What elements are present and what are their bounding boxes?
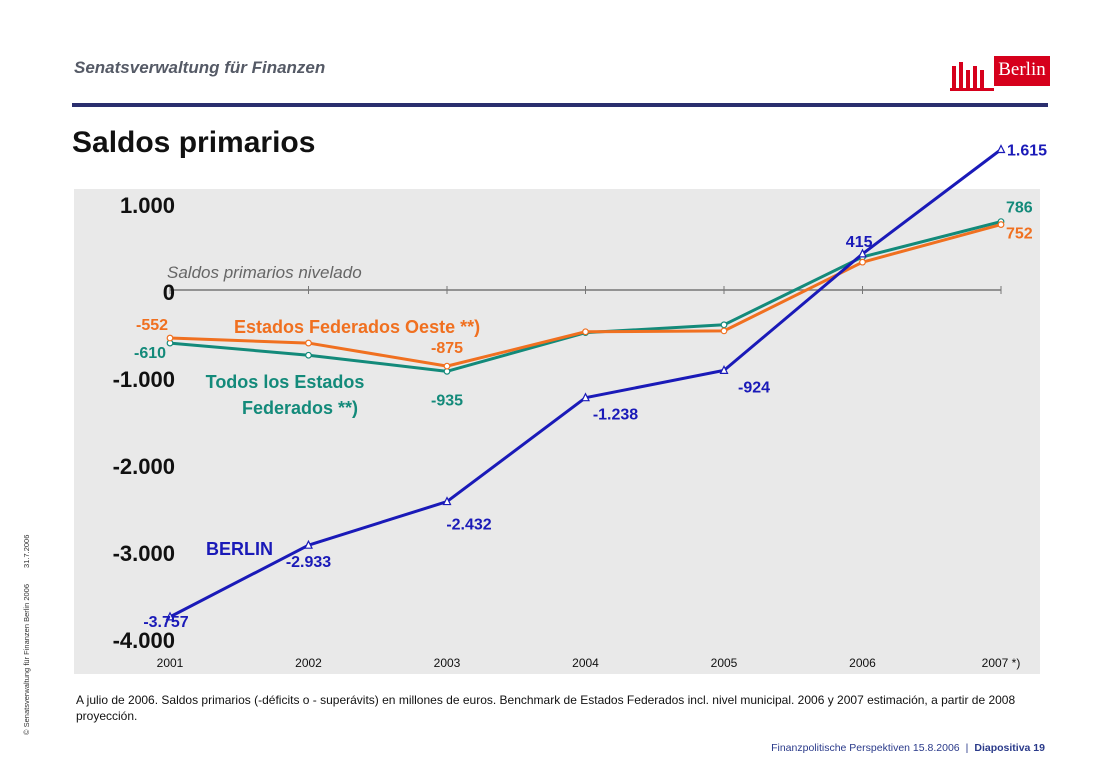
data-point [581, 392, 590, 402]
data-label: 752 [1006, 226, 1033, 243]
data-label: -935 [431, 392, 463, 409]
data-point [720, 327, 728, 335]
page-title: Saldos primarios [72, 126, 316, 159]
series-name: Todos los Estados [206, 372, 365, 392]
y-tick-label: -4.000 [113, 628, 175, 653]
baseline-label: Saldos primarios nivelado [167, 263, 362, 282]
data-point [304, 539, 313, 549]
data-label: -2.933 [286, 554, 331, 571]
footer: Finanzpolitische Perspektiven 15.8.2006 |… [771, 742, 1045, 754]
data-point [166, 334, 174, 342]
data-point [720, 321, 728, 329]
y-tick-label: 1.000 [120, 193, 175, 218]
data-point [442, 496, 452, 506]
berlin-logo: Berlin [950, 56, 1050, 92]
x-tick-label: 2005 [711, 656, 738, 670]
data-label: -3.757 [143, 614, 188, 631]
footnote: A julio de 2006. Saldos primarios (-défi… [76, 693, 1016, 723]
y-tick-label: -3.000 [113, 541, 175, 566]
y-tick-label: -1.000 [113, 367, 175, 392]
data-label: -2.432 [446, 517, 491, 534]
data-label: 1.615 [1007, 142, 1047, 159]
data-point [996, 144, 1006, 154]
data-label: -552 [136, 317, 168, 334]
side-copyright: © Senatsverwaltung für Finanzen Berlin 2… [22, 535, 31, 735]
data-label: -924 [738, 379, 770, 396]
header-rule [72, 103, 1048, 107]
x-tick-label: 2002 [295, 656, 322, 670]
series-name: Federados **) [242, 398, 358, 418]
data-point [165, 611, 175, 621]
data-label: -1.238 [593, 407, 638, 424]
data-point [997, 221, 1005, 228]
data-label: 415 [846, 234, 873, 251]
data-point [305, 351, 312, 359]
side-copyright-text: © Senatsverwaltung für Finanzen Berlin 2… [22, 583, 31, 735]
x-tick-label: 2001 [157, 656, 184, 670]
x-tick-label: 2006 [849, 656, 876, 670]
footer-separator: | [965, 742, 969, 754]
x-tick-label: 2003 [434, 656, 461, 670]
data-point [305, 339, 312, 347]
organization-name: Senatsverwaltung für Finanzen [74, 58, 326, 77]
data-point [443, 362, 451, 370]
berlin-logo-text: Berlin [998, 59, 1046, 80]
footer-title: Finanzpolitische Perspektiven 15.8.2006 [771, 742, 960, 754]
series-name: BERLIN [206, 539, 273, 559]
data-point [719, 365, 729, 374]
series-line [169, 223, 1002, 368]
berlin-logo-box [994, 56, 1050, 86]
data-point [859, 258, 866, 266]
plot-area [74, 189, 1040, 674]
y-tick-label: -2.000 [113, 454, 175, 479]
x-tick-label: 2004 [572, 656, 599, 670]
data-point [582, 328, 589, 336]
data-label: 786 [1006, 200, 1033, 217]
series-name: Estados Federados Oeste **) [234, 317, 480, 337]
x-tick-label: 2007 *) [982, 656, 1021, 670]
y-tick-label: 0 [163, 280, 175, 305]
data-label: -610 [134, 345, 166, 362]
data-label: -875 [431, 340, 463, 357]
slide-number: Diapositiva 19 [974, 742, 1045, 754]
berlin-logo-mark [950, 62, 994, 91]
side-date: 31.7.2006 [22, 534, 31, 568]
data-point [858, 248, 867, 258]
